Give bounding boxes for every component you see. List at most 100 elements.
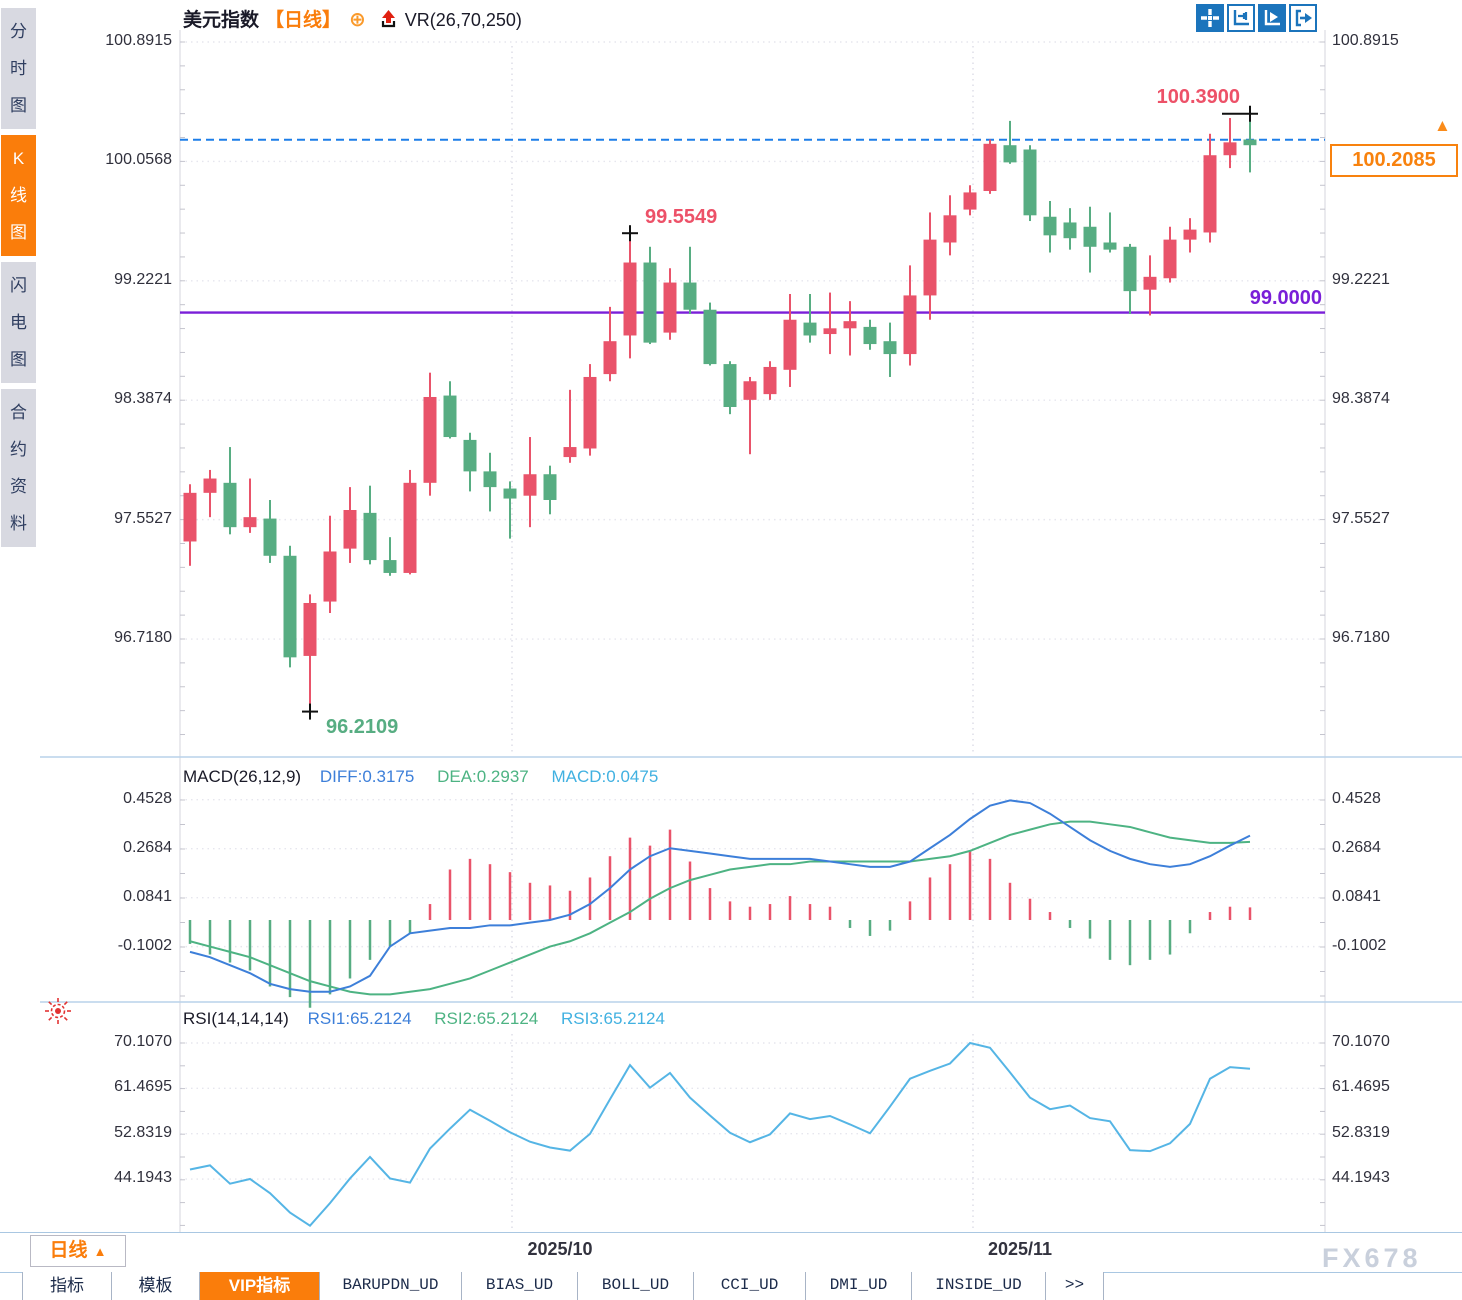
highest-price-label: 100.3900 xyxy=(1156,86,1240,108)
candle xyxy=(723,361,737,415)
y-axis-label: 99.2221 xyxy=(1332,270,1390,288)
candle xyxy=(1223,118,1237,169)
y-axis-label: 96.7180 xyxy=(114,629,172,647)
macd-title[interactable]: MACD(26,12,9) xyxy=(183,767,302,786)
candle xyxy=(1083,206,1097,273)
sidebar-tab-闪电图[interactable]: 闪电图 xyxy=(1,262,36,383)
axis-scale-icon[interactable] xyxy=(1227,4,1255,32)
y-axis-label: 97.5527 xyxy=(1332,509,1390,527)
y-axis-label: 61.4695 xyxy=(1332,1078,1390,1096)
candle xyxy=(523,437,537,528)
bottom-tab-INSIDE_UD[interactable]: INSIDE_UD xyxy=(912,1272,1046,1300)
period-label[interactable]: 【日线】 xyxy=(265,10,342,31)
y-axis-label: 99.2221 xyxy=(114,270,172,288)
price-panel-plot xyxy=(180,138,1325,314)
candle xyxy=(1003,120,1017,164)
y-axis-label: 0.2684 xyxy=(123,838,172,856)
bottom-tab-BARUPDN_UD[interactable]: BARUPDN_UD xyxy=(320,1272,462,1300)
sidebar-tab-分时图[interactable]: 分时图 xyxy=(1,8,36,129)
candle xyxy=(363,485,377,565)
candle xyxy=(1243,113,1257,173)
candle xyxy=(983,139,997,194)
y-axis-label: 0.4528 xyxy=(1332,789,1381,807)
y-axis-label: 98.3874 xyxy=(1332,390,1390,408)
candle xyxy=(923,212,937,320)
y-axis-label: 0.0841 xyxy=(123,887,172,905)
bottom-tab-DMI_UD[interactable]: DMI_UD xyxy=(806,1272,912,1300)
candle xyxy=(683,246,697,315)
candle xyxy=(663,268,677,340)
add-indicator-icon[interactable]: ⊕ xyxy=(349,9,366,31)
support-line-label: 99.0000 xyxy=(1249,287,1322,309)
y-axis-label: 0.2684 xyxy=(1332,838,1381,856)
panel-frame xyxy=(36,30,1462,1232)
candle xyxy=(383,537,397,576)
indicator-tab-bar: 指标 模板 VIP指标 BARUPDN_UD BIAS_UD BOLL_UD CCI_UD D… xyxy=(22,1272,1104,1300)
candle xyxy=(483,452,497,512)
gridlines xyxy=(180,41,1325,1230)
y-axis-label: 96.7180 xyxy=(1332,629,1390,647)
axis-play-icon[interactable] xyxy=(1258,4,1286,32)
bottom-tab-模板[interactable]: 模板 xyxy=(112,1272,200,1300)
period-selector-button[interactable]: 日线 ▲ xyxy=(30,1235,126,1267)
y-axis-label: 44.1943 xyxy=(114,1169,172,1187)
bottom-tab-CCI_UD[interactable]: CCI_UD xyxy=(694,1272,806,1300)
bottom-tab->>[interactable]: >> xyxy=(1046,1272,1104,1300)
candle xyxy=(1123,243,1137,315)
rsi2-value: RSI2:65.2124 xyxy=(434,1009,539,1028)
candle xyxy=(263,499,277,563)
sidebar-tab-合约资料[interactable]: 合约资料 xyxy=(1,389,36,547)
rsi-title[interactable]: RSI(14,14,14) xyxy=(183,1009,289,1028)
price-markers xyxy=(302,105,1258,720)
candle xyxy=(503,481,517,539)
bottom-tab-BIAS_UD[interactable]: BIAS_UD xyxy=(462,1272,578,1300)
macd-value: MACD:0.0475 xyxy=(551,767,659,786)
candle xyxy=(303,594,317,712)
candle xyxy=(843,301,857,356)
candle xyxy=(803,293,817,343)
price-up-arrow-icon: ▲ xyxy=(1434,116,1451,135)
y-axis-label: 52.8319 xyxy=(114,1123,172,1141)
candle xyxy=(903,265,917,366)
period-selector-arrow-icon: ▲ xyxy=(93,1244,107,1259)
y-axis-label: 0.4528 xyxy=(123,789,172,807)
candle xyxy=(583,364,597,456)
jump-to-latest-icon[interactable] xyxy=(1289,4,1317,32)
y-axis-label: 97.5527 xyxy=(114,509,172,527)
candle xyxy=(323,515,337,614)
candle xyxy=(1143,255,1157,316)
bottom-tab-VIP指标[interactable]: VIP指标 xyxy=(200,1272,320,1300)
crosshair-move-icon[interactable] xyxy=(1196,4,1224,32)
candle xyxy=(743,376,757,455)
candlestick-series xyxy=(183,113,1257,712)
candle xyxy=(1103,212,1117,253)
y-axis-label: -0.1002 xyxy=(1332,936,1387,954)
rsi-line xyxy=(189,1041,1251,1228)
bottom-tab-指标[interactable]: 指标 xyxy=(22,1272,112,1300)
candle xyxy=(343,487,357,563)
hot-indicator-icon[interactable] xyxy=(44,997,72,1030)
candle xyxy=(1203,133,1217,243)
macd-dea-value: DEA:0.2937 xyxy=(437,767,529,786)
last-price-tag[interactable]: 100.2085 xyxy=(1330,144,1458,177)
x-axis-month-label: 2025/10 xyxy=(527,1239,593,1259)
candle xyxy=(643,246,657,345)
macd-plot xyxy=(188,799,1252,1008)
candle xyxy=(543,465,557,515)
candle xyxy=(403,469,417,575)
candle xyxy=(1183,218,1197,253)
y-axis-label: 100.8915 xyxy=(105,32,172,49)
candle xyxy=(1043,201,1057,253)
candle xyxy=(1063,208,1077,250)
bottom-tab-BOLL_UD[interactable]: BOLL_UD xyxy=(578,1272,694,1300)
y-axis-label: 52.8319 xyxy=(1332,1123,1390,1141)
candle xyxy=(463,432,477,492)
rsi-plot xyxy=(189,1041,1251,1228)
candle xyxy=(1023,145,1037,222)
candle xyxy=(863,319,877,350)
macd-header: MACD(26,12,9) DIFF:0.3175 DEA:0.2937 MAC… xyxy=(183,764,658,790)
vr-indicator-label[interactable]: VR(26,70,250) xyxy=(404,10,522,30)
